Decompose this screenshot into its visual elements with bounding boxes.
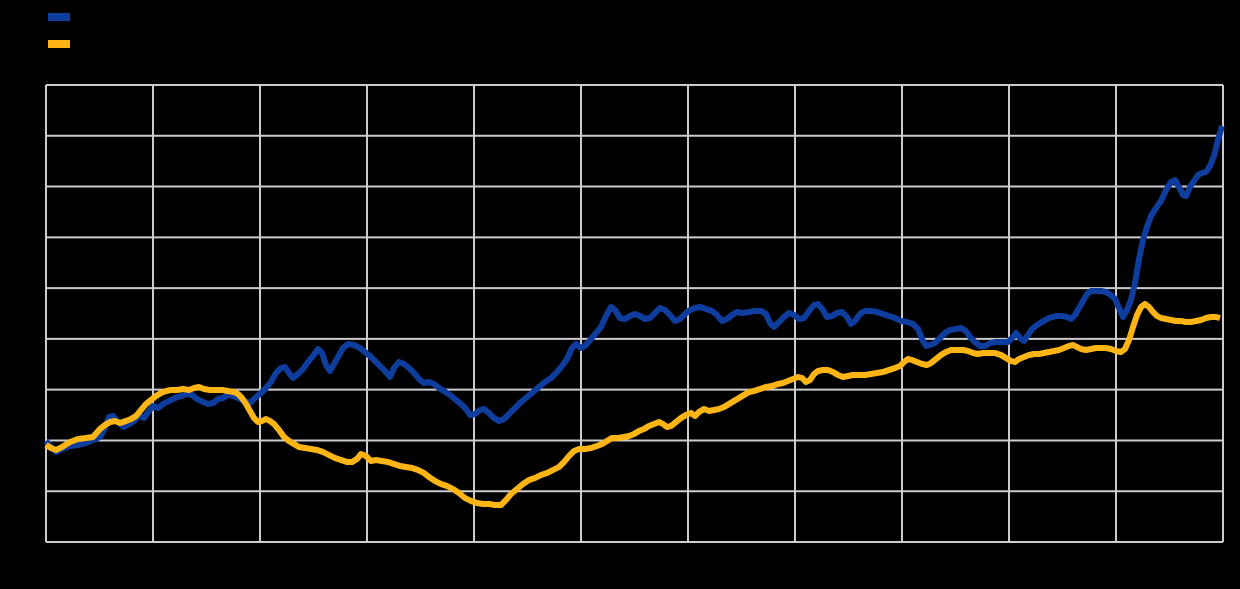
chart-legend <box>48 9 80 52</box>
blue-series-line <box>43 125 1225 455</box>
legend-item-blue-series <box>48 9 80 25</box>
blue-series-swatch <box>48 13 70 21</box>
yellow-series-line <box>44 301 1221 508</box>
yellow-series-swatch <box>48 40 70 48</box>
gridlines <box>45 84 1224 543</box>
chart-series <box>43 125 1225 508</box>
legend-item-yellow-series <box>48 36 80 52</box>
